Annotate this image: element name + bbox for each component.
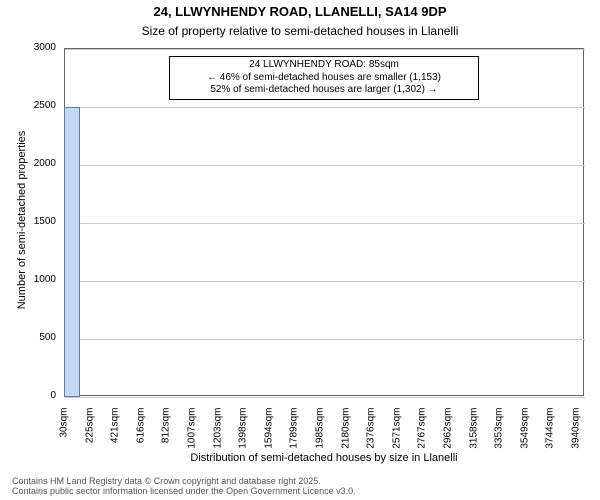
gridline xyxy=(65,397,585,398)
y-tick-label: 3000 xyxy=(0,42,56,53)
x-tick-label: 3353sqm xyxy=(494,408,505,468)
x-tick-label: 1594sqm xyxy=(263,408,274,468)
x-tick-label: 2180sqm xyxy=(340,408,351,468)
x-tick-label: 2767sqm xyxy=(417,408,428,468)
y-tick-label: 1000 xyxy=(0,274,56,285)
plot-area xyxy=(64,48,584,396)
attribution-line-1: Contains HM Land Registry data © Crown c… xyxy=(12,476,356,486)
x-tick-label: 3549sqm xyxy=(519,408,530,468)
annotation-line-1: 24 LLWYNHENDY ROAD: 85sqm xyxy=(176,59,472,72)
x-tick-label: 1398sqm xyxy=(238,408,249,468)
gridline xyxy=(65,49,585,50)
x-tick-label: 1203sqm xyxy=(212,408,223,468)
gridline xyxy=(65,281,585,282)
x-tick-label: 3158sqm xyxy=(468,408,479,468)
subject-property-bar xyxy=(64,107,80,397)
gridline xyxy=(65,165,585,166)
y-tick-label: 2500 xyxy=(0,100,56,111)
x-tick-label: 225sqm xyxy=(84,408,95,468)
chart-container: 24, LLWYNHENDY ROAD, LLANELLI, SA14 9DP … xyxy=(0,0,600,500)
y-tick-label: 2000 xyxy=(0,158,56,169)
x-tick-label: 2571sqm xyxy=(391,408,402,468)
x-tick-label: 2962sqm xyxy=(443,408,454,468)
gridline xyxy=(65,339,585,340)
annotation-callout: 24 LLWYNHENDY ROAD: 85sqm ← 46% of semi-… xyxy=(169,56,479,100)
annotation-line-3: 52% of semi-detached houses are larger (… xyxy=(176,84,472,97)
x-tick-label: 2376sqm xyxy=(366,408,377,468)
annotation-line-2: ← 46% of semi-detached houses are smalle… xyxy=(176,72,472,85)
chart-subtitle: Size of property relative to semi-detach… xyxy=(0,24,600,38)
y-tick-label: 500 xyxy=(0,332,56,343)
attribution: Contains HM Land Registry data © Crown c… xyxy=(12,476,356,496)
x-tick-label: 616sqm xyxy=(135,408,146,468)
x-tick-label: 1007sqm xyxy=(186,408,197,468)
attribution-line-2: Contains public sector information licen… xyxy=(12,486,356,496)
x-tick-label: 3940sqm xyxy=(571,408,582,468)
y-tick-label: 1500 xyxy=(0,216,56,227)
chart-title: 24, LLWYNHENDY ROAD, LLANELLI, SA14 9DP xyxy=(0,4,600,19)
x-tick-label: 1985sqm xyxy=(315,408,326,468)
gridline xyxy=(65,223,585,224)
x-tick-label: 3744sqm xyxy=(545,408,556,468)
y-tick-label: 0 xyxy=(0,390,56,401)
x-tick-label: 812sqm xyxy=(161,408,172,468)
x-tick-label: 421sqm xyxy=(110,408,121,468)
gridline xyxy=(65,107,585,108)
x-tick-label: 30sqm xyxy=(59,408,70,468)
x-tick-label: 1789sqm xyxy=(289,408,300,468)
